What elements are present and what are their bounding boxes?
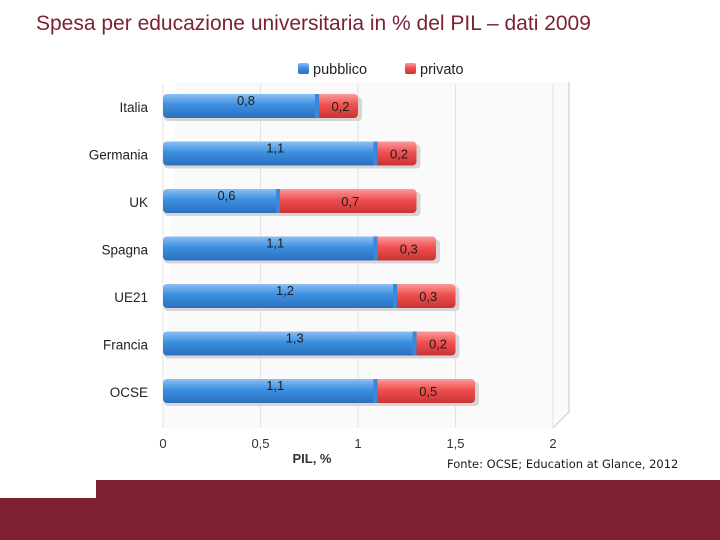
bar-pubblico-4 (163, 284, 397, 308)
category-label-3: Spagna (101, 243, 148, 258)
bar-privato-1 (371, 141, 417, 166)
x-axis-title: PIL, % (292, 451, 331, 466)
bar-privato-5 (410, 331, 456, 356)
label-pubblico-4: 1,2 (276, 283, 294, 298)
x-tick-label-2: 1 (354, 436, 361, 451)
footer-notch (0, 480, 96, 498)
x-tick-label-3: 1,5 (446, 436, 464, 451)
label-privato-0: 0,2 (331, 99, 349, 114)
legend-swatch-privato (405, 63, 416, 74)
category-label-2: UK (129, 195, 148, 210)
bar-pubblico-cap-2 (276, 189, 280, 213)
bar-labels: 0,8 0,2 1,1 0,2 0,6 0,7 1,1 0,3 1,2 0,3 1,3 0,2 1,1 0… (217, 93, 447, 399)
x-axis: PIL, % 0 0,5 1 1,5 2 (159, 436, 556, 466)
bar-pubblico-6 (163, 379, 378, 403)
legend-swatch-pubblico (298, 63, 309, 74)
bar-pubblico-1 (163, 141, 378, 166)
bar-pubblico-cap-1 (373, 141, 378, 166)
label-pubblico-1: 1,1 (266, 141, 284, 156)
label-privato-5: 0,2 (429, 337, 447, 352)
label-privato-6: 0,5 (419, 384, 437, 399)
x-tick-label-0: 0 (159, 436, 166, 451)
bar-privato-4 (391, 284, 456, 308)
bar-privato-2 (274, 189, 417, 213)
bar-pubblico-5 (163, 331, 417, 356)
category-label-4: UE21 (114, 290, 148, 305)
bar-pubblico-0 (163, 94, 319, 118)
y-axis: Italia Germania UK Spagna UE21 Francia OCSE (89, 100, 149, 400)
bar-privato-3 (371, 236, 436, 261)
label-privato-3: 0,3 (400, 242, 418, 257)
bar-privato-6 (371, 379, 475, 403)
label-privato-4: 0,3 (419, 289, 437, 304)
label-privato-2: 0,7 (341, 194, 359, 209)
source-note: Fonte: OCSE; Education at Glance, 2012 (447, 457, 679, 471)
category-label-5: Francia (103, 338, 149, 353)
chart: 0,8 0,2 1,1 0,2 0,6 0,7 1,1 0,3 1,2 0,3 1,3 0,2 1,1 0… (89, 62, 570, 466)
bar-pubblico-cap-6 (373, 379, 378, 403)
category-label-1: Germania (89, 148, 149, 163)
footer-band (0, 480, 720, 540)
x-tick-label-4: 2 (549, 436, 556, 451)
category-label-0: Italia (119, 100, 148, 115)
legend: pubblico privato (298, 62, 464, 78)
bars (163, 94, 479, 406)
bar-privato-0 (313, 94, 358, 118)
label-pubblico-0: 0,8 (237, 93, 255, 108)
bar-pubblico-cap-4 (393, 284, 397, 308)
plot-floor-edge (552, 411, 570, 429)
bar-pubblico-cap-5 (412, 331, 417, 356)
label-privato-1: 0,2 (390, 147, 408, 162)
label-pubblico-3: 1,1 (266, 236, 284, 251)
bar-pubblico-2 (163, 189, 280, 213)
bar-pubblico-3 (163, 236, 378, 261)
bar-pubblico-cap-0 (315, 94, 319, 118)
legend-label-privato: privato (420, 62, 464, 78)
legend-label-pubblico: pubblico (313, 62, 367, 78)
label-pubblico-6: 1,1 (266, 378, 284, 393)
label-pubblico-2: 0,6 (217, 188, 235, 203)
label-pubblico-5: 1,3 (286, 331, 304, 346)
bar-pubblico-cap-3 (373, 236, 378, 261)
x-tick-label-1: 0,5 (251, 436, 269, 451)
slide-title: Spesa per educazione universitaria in % … (36, 12, 591, 35)
category-label-6: OCSE (110, 385, 148, 400)
